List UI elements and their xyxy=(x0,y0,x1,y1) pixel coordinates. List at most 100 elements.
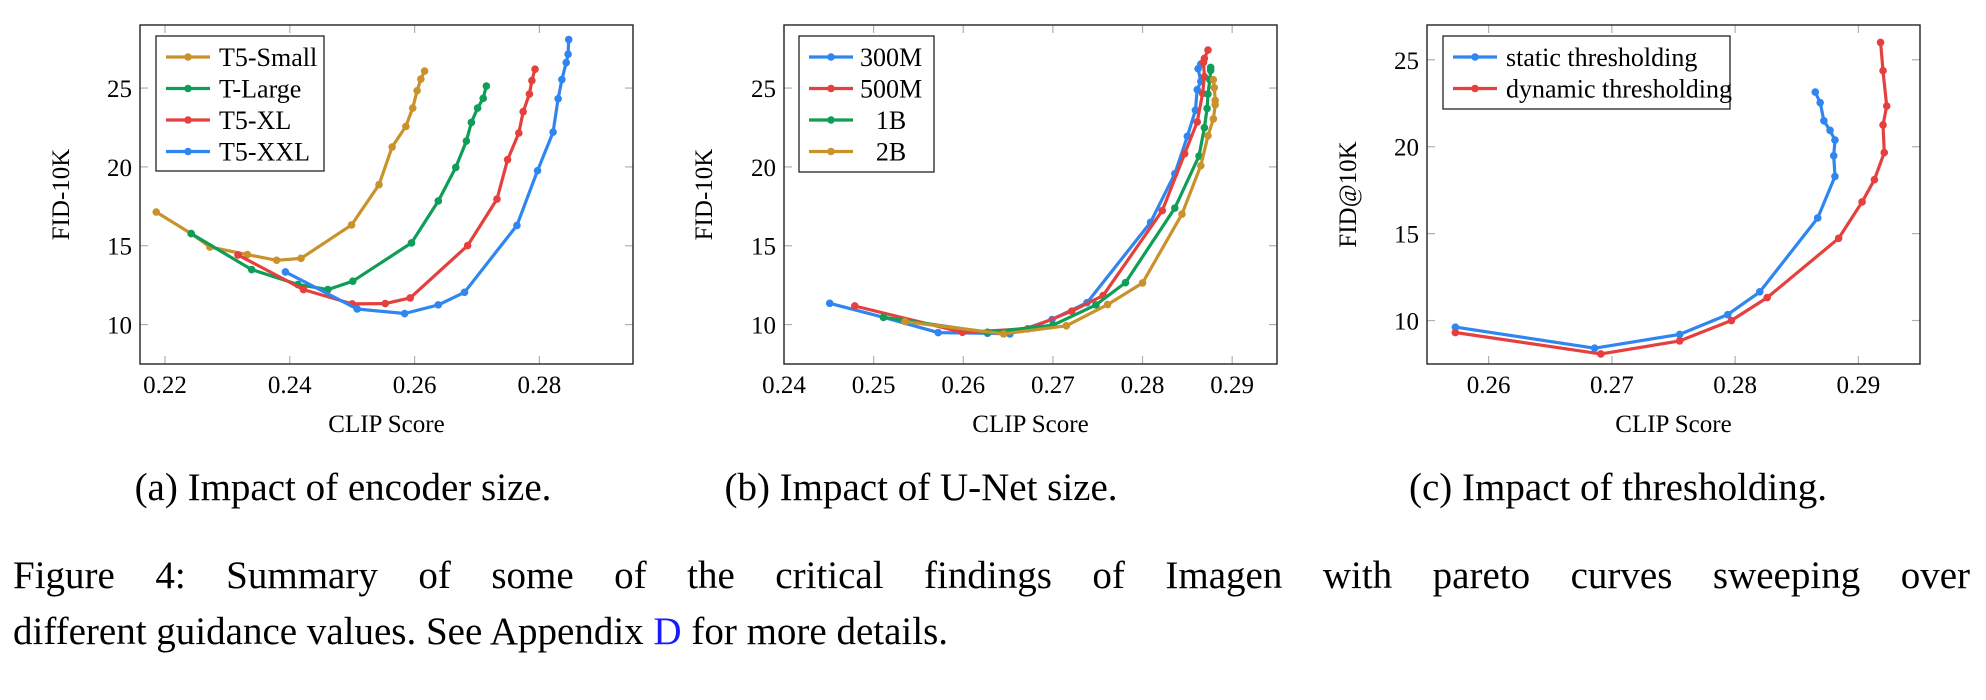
data-point xyxy=(1880,148,1889,157)
caption-text: different guidance values. See Appendix xyxy=(13,610,654,653)
data-point xyxy=(1451,323,1460,331)
x-tick-label: 0.28 xyxy=(1121,372,1165,399)
y-tick-label: 25 xyxy=(107,76,132,103)
data-point xyxy=(901,317,909,326)
series-line xyxy=(904,79,1217,336)
y-tick-label: 20 xyxy=(751,155,776,182)
data-point xyxy=(934,328,942,337)
subfigure-caption-c: (c) Impact of thresholding. xyxy=(1408,466,1828,509)
data-point xyxy=(1203,104,1211,113)
data-point xyxy=(519,107,527,116)
data-point xyxy=(503,155,512,164)
data-point xyxy=(407,239,416,247)
data-point xyxy=(434,301,443,309)
data-point xyxy=(406,294,415,302)
y-axis-label: FID-10K xyxy=(691,149,718,241)
x-tick-label: 0.27 xyxy=(1031,372,1075,399)
data-point xyxy=(417,75,425,83)
data-point xyxy=(463,241,472,250)
data-point xyxy=(1813,214,1822,222)
x-axis-label: CLIP Score xyxy=(328,411,444,438)
data-point xyxy=(1200,54,1209,63)
data-point xyxy=(879,313,888,322)
data-point xyxy=(1826,126,1834,135)
legend-label: T5-Small xyxy=(219,43,317,72)
data-point xyxy=(1590,344,1599,352)
data-point xyxy=(1206,63,1215,72)
x-axis-label: CLIP Score xyxy=(1615,411,1731,438)
data-point xyxy=(1858,198,1866,206)
subfigure-caption-b: (b) Impact of U-Net size. xyxy=(724,466,1118,509)
series-t-large xyxy=(187,82,491,294)
x-tick-label: 0.29 xyxy=(1210,372,1254,399)
x-tick-label: 0.26 xyxy=(941,372,985,399)
x-tick-label: 0.25 xyxy=(852,372,896,399)
plot-frame xyxy=(783,24,1278,365)
data-point xyxy=(851,302,859,310)
chart-c: 0.26 0.27 0.28 0.29 10 15 20 25 CLIP Score FID@10… xyxy=(1335,24,1921,438)
data-point xyxy=(272,256,281,265)
x-tick-label: 0.22 xyxy=(143,372,187,399)
caption-text: for more details. xyxy=(681,610,949,653)
x-tick-label: 0.24 xyxy=(268,372,312,399)
data-point xyxy=(1811,88,1820,96)
data-point xyxy=(1171,204,1179,212)
data-point xyxy=(381,299,390,308)
chart-b: 0.24 0.25 0.26 0.27 0.28 0.29 10 15 20 25 CLIP Sco… xyxy=(691,24,1278,438)
data-point xyxy=(1200,123,1209,132)
data-point xyxy=(562,58,571,67)
legend-label: dynamic thresholding xyxy=(1506,75,1732,104)
series-line xyxy=(284,39,571,316)
data-point xyxy=(1195,152,1203,160)
data-point xyxy=(152,208,161,216)
data-point xyxy=(1178,210,1186,218)
data-point xyxy=(234,251,242,259)
data-point xyxy=(1834,234,1843,243)
data-point xyxy=(462,137,471,145)
data-point xyxy=(1121,278,1130,287)
series-t5-xxl xyxy=(281,35,573,318)
data-point xyxy=(413,86,421,95)
data-point xyxy=(1879,121,1887,129)
series-dynamic-thresholding xyxy=(1451,38,1891,358)
series-2b xyxy=(901,75,1219,338)
y-axis-label: FID-10K xyxy=(48,149,75,241)
data-point xyxy=(1209,115,1218,123)
data-point xyxy=(1193,118,1202,126)
data-point xyxy=(420,67,429,75)
data-point xyxy=(513,221,521,230)
legend-swatch-marker xyxy=(184,53,192,61)
data-point xyxy=(549,128,557,136)
legend-label: T-Large xyxy=(219,75,301,104)
y-tick-label: 15 xyxy=(107,234,132,261)
y-tick-label: 20 xyxy=(1394,135,1419,162)
data-point xyxy=(1204,131,1212,140)
data-point xyxy=(467,118,476,127)
data-point xyxy=(1211,96,1219,105)
x-tick-label: 0.24 xyxy=(762,372,806,399)
data-point xyxy=(388,143,396,151)
data-point xyxy=(247,265,256,274)
legend-label: T5-XL xyxy=(219,106,291,135)
data-point xyxy=(434,197,443,205)
plot-frame xyxy=(1426,24,1921,365)
y-tick-label: 15 xyxy=(751,234,776,261)
series-line xyxy=(1455,91,1837,350)
y-tick-label: 25 xyxy=(1394,48,1419,75)
data-point xyxy=(353,305,361,313)
data-point xyxy=(1092,301,1100,309)
y-tick-label: 25 xyxy=(751,76,776,103)
data-point xyxy=(1204,46,1212,54)
data-point xyxy=(533,166,542,175)
data-point xyxy=(1820,116,1828,125)
y-tick-label: 10 xyxy=(751,313,776,340)
data-point xyxy=(1870,175,1879,184)
legend-label: 1B xyxy=(876,106,906,135)
legend-box xyxy=(798,35,935,173)
data-point xyxy=(1675,337,1684,345)
x-tick-label: 0.28 xyxy=(1713,372,1757,399)
appendix-link[interactable]: D xyxy=(653,610,682,653)
y-tick-label: 10 xyxy=(1394,309,1419,336)
data-point xyxy=(1879,66,1887,75)
data-point xyxy=(1191,106,1200,115)
